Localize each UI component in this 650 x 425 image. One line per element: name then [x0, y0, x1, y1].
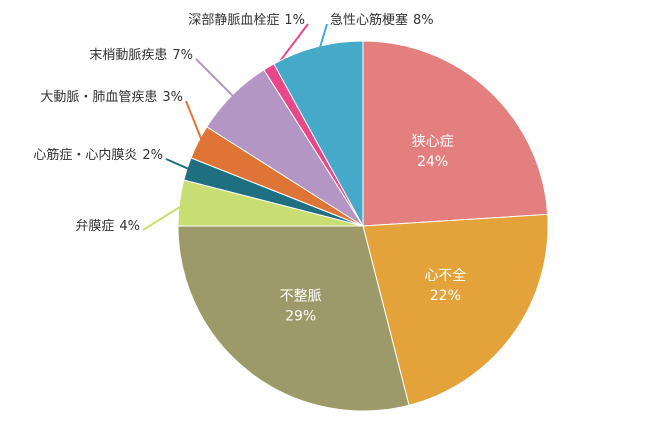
slice-label: 弁膜症 4%	[75, 219, 140, 234]
slice-value-label: 8%	[413, 13, 434, 28]
slice-value-label: 7%	[172, 48, 193, 63]
slice-value-label: 2%	[142, 148, 163, 163]
slice-label: 不整脈	[280, 288, 322, 304]
slice-label: 大動脈・肺血管疾患 3%	[40, 90, 183, 105]
leader-line	[142, 202, 186, 231]
slice-value-label: 22%	[430, 288, 461, 304]
slice-label: 急性心筋梗塞 8%	[330, 12, 434, 28]
pie-slice	[177, 225, 410, 412]
slice-label: 末梢動脈疾患 7%	[89, 48, 193, 63]
slice-name: 弁膜症	[75, 219, 114, 234]
slice-label: 狭心症	[412, 134, 454, 150]
leader-line	[195, 58, 238, 101]
pie-slice	[362, 40, 549, 227]
slice-value-label: 3%	[162, 90, 183, 105]
leader-line	[165, 158, 194, 172]
slice-value-label: 1%	[284, 13, 305, 28]
slice-name: 末梢動脈疾患	[89, 48, 167, 63]
slice-label: 心筋症・心内膜炎 2%	[33, 147, 163, 163]
slice-name: 大動脈・肺血管疾患	[40, 90, 157, 105]
slice-name: 急性心筋梗塞	[330, 12, 408, 28]
leader-line	[185, 100, 205, 146]
slice-name: 深部静脈血栓症	[188, 13, 279, 28]
slice-value-label: 29%	[285, 308, 316, 324]
slice-value-label: 4%	[119, 219, 140, 234]
slice-label: 心不全	[424, 267, 466, 284]
pie-slice	[362, 213, 549, 406]
slice-value-label: 24%	[417, 154, 448, 170]
pie-slice	[273, 40, 364, 227]
leader-line	[317, 23, 328, 53]
slice-name: 心筋症・心内膜炎	[33, 147, 137, 163]
slice-label: 深部静脈血栓症 1%	[188, 13, 305, 28]
